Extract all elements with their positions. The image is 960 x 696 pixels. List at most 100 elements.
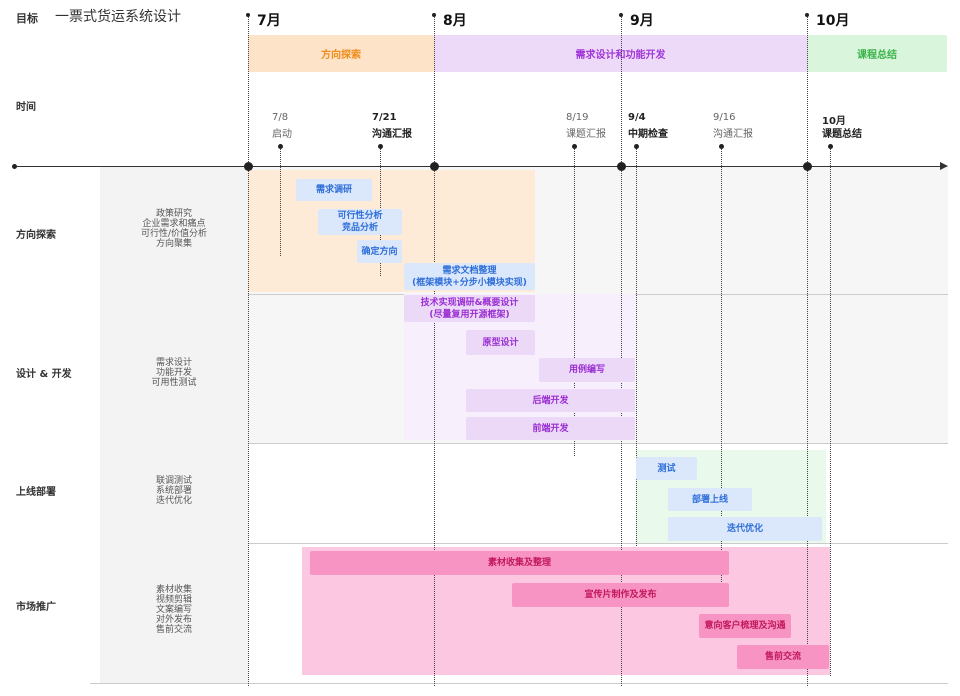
- lane-name: 市场推广: [16, 602, 56, 613]
- task-bar: 后端开发: [466, 389, 635, 412]
- task-bar: 迭代优化: [668, 517, 822, 541]
- milestone-label: 沟通汇报: [713, 129, 753, 140]
- task-bar: 意向客户梳理及沟通: [699, 614, 791, 638]
- lane-item: 联调测试: [155, 476, 192, 486]
- lane-name: 上线部署: [16, 487, 56, 498]
- task-label: 需求文档整理: [442, 265, 497, 276]
- task-bar: 需求文档整理 (框架模块+分步小模块实现): [404, 263, 535, 290]
- lane-item: 对外发布: [155, 615, 192, 625]
- milestone-line: [280, 146, 281, 256]
- milestone-date: 7/21: [372, 112, 397, 123]
- task-label: 竞品分析: [341, 223, 378, 233]
- lane-left: [100, 294, 248, 443]
- milestone-label: 中期检查: [628, 129, 668, 140]
- task-bar: 技术实现调研&概要设计 (尽量复用开源框架): [404, 295, 535, 322]
- task-label: 宣传片制作及发布: [584, 590, 657, 600]
- task-label: 后端开发: [532, 395, 569, 406]
- lane-items: 素材收集 视频剪辑 文案编写 对外发布 售前交流: [100, 585, 248, 635]
- task-bar: 部署上线: [668, 488, 752, 511]
- task-bar: 测试: [636, 457, 697, 480]
- task-label: 意向客户梳理及沟通: [704, 621, 786, 631]
- milestone-date: 9/4: [628, 112, 646, 123]
- task-label: 需求调研: [315, 185, 352, 195]
- milestone-label: 启动: [272, 129, 292, 140]
- lane-items: 政策研究 企业需求和痛点 可行性/价值分析 方向聚集: [100, 209, 248, 249]
- lane-item: 素材收集: [155, 585, 192, 595]
- lane-name: 设计 & 开发: [16, 369, 72, 380]
- lane-items: 联调测试 系统部署 迭代优化: [100, 476, 248, 506]
- header-title: 一票式货运系统设计: [55, 9, 181, 25]
- month-label: 8月: [443, 13, 467, 29]
- task-label: (尽量复用开源框架): [429, 309, 510, 320]
- month-label: 7月: [257, 13, 281, 29]
- task-bar: 可行性分析 竞品分析: [318, 209, 402, 235]
- lane-left: [100, 166, 248, 294]
- lane-items: 需求设计 功能开发 可用性测试: [100, 358, 248, 388]
- lane-bottom: [90, 683, 948, 684]
- task-label: 迭代优化: [726, 524, 763, 534]
- milestone-label: 沟通汇报: [372, 129, 412, 140]
- lane-item: 企业需求和痛点: [142, 219, 206, 229]
- task-label: 部署上线: [691, 494, 728, 505]
- milestone-dot: [572, 144, 577, 149]
- task-label: 确定方向: [361, 246, 398, 257]
- axis-dot: [12, 164, 17, 169]
- milestone-dot: [634, 144, 639, 149]
- milestone-line: [636, 146, 637, 546]
- milestone-line: [830, 146, 831, 676]
- month-line: [434, 14, 435, 686]
- task-label: 售前交流: [764, 652, 801, 662]
- lane-item: 迭代优化: [155, 496, 192, 506]
- milestone-date: 9/16: [713, 112, 736, 123]
- month-node: [244, 162, 253, 171]
- milestone-label: 课题汇报: [566, 129, 606, 140]
- task-bar: 售前交流: [737, 645, 829, 669]
- task-bar: 素材收集及整理: [310, 551, 729, 575]
- milestone-line: [721, 146, 722, 586]
- milestone-date: 10月: [822, 116, 846, 127]
- phase: 需求设计和功能开发: [434, 35, 807, 72]
- arrow: [940, 162, 948, 170]
- lane-item: 政策研究: [155, 209, 192, 219]
- milestone-date: 7/8: [272, 112, 289, 123]
- month-dot: [432, 13, 436, 17]
- month-node: [803, 162, 812, 171]
- month-line: [807, 14, 808, 686]
- phase: 课程总结: [807, 35, 947, 72]
- time-label: 时间: [16, 102, 36, 113]
- lane-item: 文案编写: [155, 605, 192, 615]
- lane-item: 可行性/价值分析: [140, 229, 208, 239]
- lane-item: 视频剪辑: [155, 595, 192, 605]
- month-node: [617, 162, 626, 171]
- task-label: 测试: [657, 463, 676, 474]
- task-bar: 需求调研: [296, 179, 372, 201]
- milestone-dot: [828, 144, 833, 149]
- month-dot: [246, 13, 250, 17]
- lane-item: 系统部署: [155, 486, 192, 496]
- month-line: [248, 14, 249, 686]
- task-label: (框架模块+分步小模块实现): [412, 277, 527, 288]
- milestone-dot: [719, 144, 724, 149]
- lane-item: 售前交流: [155, 625, 192, 635]
- month-node: [430, 162, 439, 171]
- lane-item: 需求设计: [155, 358, 192, 368]
- task-label: 可行性分析: [337, 211, 383, 221]
- task-label: 用例编写: [568, 365, 605, 375]
- task-bar: 前端开发: [466, 417, 635, 440]
- lane-item: 可用性测试: [151, 378, 197, 388]
- month-line: [621, 14, 622, 686]
- task-label: 素材收集及整理: [487, 558, 551, 568]
- month-dot: [619, 13, 623, 17]
- task-bar: 用例编写: [539, 358, 635, 382]
- lane-name: 方向探索: [16, 230, 56, 241]
- month-dot: [805, 13, 809, 17]
- task-bar: 原型设计: [466, 330, 535, 355]
- month-label: 10月: [816, 13, 850, 29]
- milestone-dot: [378, 144, 383, 149]
- header-label: 目标: [16, 12, 38, 25]
- lane-left: [100, 443, 248, 543]
- month-label: 9月: [630, 13, 654, 29]
- task-bar: 确定方向: [357, 240, 402, 263]
- task-label: 技术实现调研&概要设计: [420, 297, 519, 308]
